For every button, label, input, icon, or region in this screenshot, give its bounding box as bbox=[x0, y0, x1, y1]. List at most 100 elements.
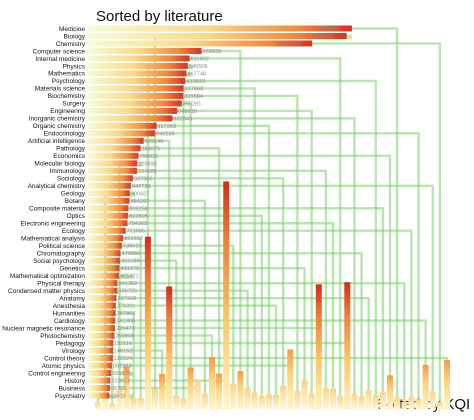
value-label: 1051225 bbox=[109, 371, 131, 377]
category-label: Geology bbox=[61, 191, 86, 198]
kqi-bar bbox=[287, 349, 294, 410]
value-label: 969413 bbox=[107, 394, 126, 400]
category-label: Internal medicine bbox=[36, 56, 86, 63]
value-label: 1711665 bbox=[124, 229, 145, 235]
value-label: 3040235 bbox=[153, 131, 175, 137]
value-label: 1225471 bbox=[113, 326, 135, 332]
category-label: Immunology bbox=[50, 168, 86, 175]
category-label: Genetics bbox=[59, 265, 85, 272]
connector-line bbox=[118, 296, 370, 391]
kqi-bar bbox=[251, 392, 258, 410]
kqi-bar bbox=[230, 383, 237, 410]
category-label: Condensed matter physics bbox=[8, 288, 86, 295]
kqi-bar bbox=[301, 379, 308, 410]
literature-bar bbox=[88, 92, 184, 99]
value-label: 1336725 bbox=[115, 289, 137, 295]
kqi-bar bbox=[394, 397, 401, 410]
literature-bar bbox=[88, 332, 115, 339]
category-label: Political science bbox=[39, 243, 86, 250]
literature-bar bbox=[88, 182, 131, 189]
category-label: Inorganic chemistry bbox=[29, 116, 86, 123]
value-label: 1241305 bbox=[113, 319, 135, 325]
literature-bar bbox=[88, 55, 190, 62]
kqi-bar bbox=[223, 181, 230, 410]
category-label: Economics bbox=[53, 153, 86, 160]
category-label: Sociology bbox=[57, 176, 86, 183]
literature-bar bbox=[88, 115, 173, 122]
kqi-bar bbox=[130, 398, 137, 410]
kqi-bar bbox=[95, 402, 101, 410]
kqi-bar bbox=[151, 389, 158, 410]
value-label: 2529146 bbox=[142, 139, 164, 145]
literature-bar bbox=[88, 235, 124, 242]
kqi-bar bbox=[365, 390, 372, 410]
kqi-bar bbox=[265, 394, 272, 410]
value-label: 1601662 bbox=[121, 236, 143, 242]
kqi-bar bbox=[208, 357, 215, 410]
value-label: 2290916 bbox=[136, 154, 158, 160]
category-label: Anesthesia bbox=[53, 303, 86, 310]
kqi-bar bbox=[244, 387, 251, 410]
value-label: 4255281 bbox=[180, 101, 202, 107]
literature-bar bbox=[88, 25, 352, 32]
kqi-bar bbox=[109, 403, 116, 410]
value-label: 1151116 bbox=[111, 341, 132, 347]
kqi-bar bbox=[173, 395, 180, 410]
literature-bar bbox=[88, 295, 117, 302]
kqi-bar bbox=[422, 364, 429, 410]
category-label: History bbox=[65, 378, 86, 385]
kqi-bar bbox=[280, 385, 287, 410]
category-label: Nuclear magnetic resonance bbox=[2, 325, 85, 332]
value-label: 1538631 bbox=[120, 244, 142, 250]
kqi-bar bbox=[123, 366, 130, 410]
literature-bar bbox=[88, 130, 155, 137]
category-label: Pathology bbox=[56, 146, 86, 153]
connector-line bbox=[118, 154, 392, 376]
connector-line bbox=[118, 259, 178, 396]
value-label: 4467748 bbox=[184, 71, 206, 77]
category-label: Surgery bbox=[62, 101, 86, 108]
literature-bar bbox=[88, 265, 120, 272]
connector-line bbox=[118, 244, 235, 384]
kqi-bars bbox=[95, 181, 450, 410]
literature-bar bbox=[88, 385, 110, 392]
kqi-bar bbox=[216, 373, 223, 410]
value-label: 4048618 bbox=[175, 109, 197, 115]
literature-bar bbox=[88, 40, 313, 47]
category-label: Biology bbox=[64, 33, 86, 40]
category-label: Social psychology bbox=[33, 258, 86, 265]
literature-bar bbox=[88, 62, 188, 69]
category-label: Optics bbox=[67, 213, 86, 220]
literature-bar bbox=[88, 227, 126, 234]
connector-line bbox=[118, 169, 328, 389]
literature-bar bbox=[88, 347, 114, 354]
category-label: Artificial intelligence bbox=[28, 138, 85, 145]
kqi-bar bbox=[387, 375, 394, 410]
category-label: Physical therapy bbox=[37, 280, 85, 287]
connector-line bbox=[118, 281, 406, 402]
literature-bar bbox=[88, 197, 130, 204]
value-label: 11756281 bbox=[311, 34, 335, 40]
value-label: 996705 bbox=[108, 386, 127, 392]
value-label: 4611902 bbox=[187, 56, 208, 62]
category-label: Physics bbox=[63, 63, 86, 70]
value-label: 3117393 bbox=[155, 124, 176, 130]
kqi-bar bbox=[308, 393, 315, 410]
value-label: 3832943 bbox=[170, 116, 192, 122]
connector-line bbox=[118, 207, 385, 392]
literature-bar bbox=[88, 122, 157, 129]
literature-bar bbox=[88, 167, 137, 174]
connector-line bbox=[118, 289, 249, 388]
connector-line bbox=[118, 177, 285, 386]
literature-bar bbox=[88, 152, 139, 159]
value-label: 2384075 bbox=[138, 146, 160, 152]
literature-bar bbox=[88, 317, 116, 324]
category-label: Business bbox=[59, 385, 86, 392]
connector-line bbox=[118, 229, 413, 398]
kqi-bar bbox=[237, 371, 244, 410]
category-label: Atomic physics bbox=[42, 363, 86, 370]
value-label: 1794363 bbox=[125, 221, 147, 227]
kqi-bar bbox=[294, 390, 301, 410]
value-label: 1822805 bbox=[126, 214, 148, 220]
